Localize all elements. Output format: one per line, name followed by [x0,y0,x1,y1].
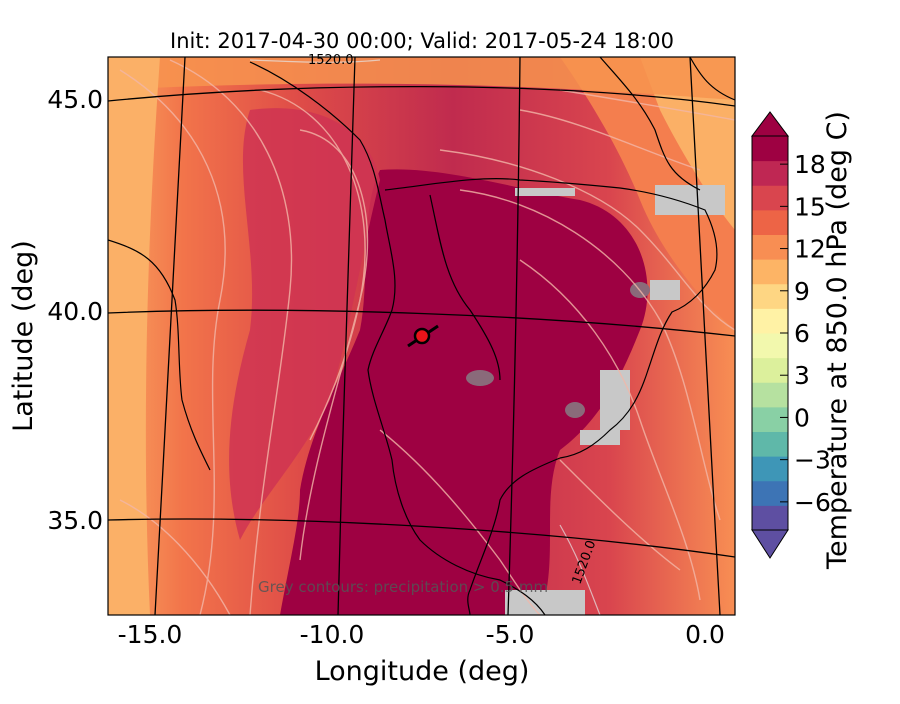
x-axis: -15.0 -10.0 -5.0 0.0 [118,620,725,649]
location-marker [407,324,439,348]
contour-label-top: 1520.0 [308,53,354,68]
map-area [108,57,735,615]
y-tick-label: 40.0 [47,297,103,326]
x-tick-label: -5.0 [486,620,535,649]
coastlines-and-borders [108,57,735,615]
colorbar-tick-label: 3 [794,361,810,390]
y-axis-label: Latitude (deg) [8,240,39,432]
colorbar-band [752,234,788,260]
x-tick-label: 0.0 [685,620,725,649]
colorbar-tick-label: −6 [794,488,831,517]
colorbar-ticks: 18 15 12 9 6 3 0 −3 −6 [780,150,831,517]
y-tick-label: 35.0 [47,506,103,535]
colorbar-band [752,308,788,334]
colorbar-tick-label: 15 [794,192,826,221]
x-tick-label: -10.0 [300,620,365,649]
interior-region [229,108,380,540]
colorbar-tick-label: 9 [794,277,810,306]
colorbar-band [752,209,788,235]
colorbar-band [752,456,788,482]
geopotential-contours [249,59,601,615]
precipitation-patches [466,185,725,615]
colorbar-tick-label: 0 [794,403,810,432]
colorbar-band [752,283,788,309]
colorbar-bands [752,136,788,531]
y-tick-label: 45.0 [47,85,103,114]
x-axis-label: Longitude (deg) [315,656,530,687]
colorbar-band [752,259,788,285]
colorbar-tick-label: 6 [794,319,810,348]
colorbar: 18 15 12 9 6 3 0 −3 −6 Temperature at 850.0 hPa … [751,111,853,570]
map-title: Init: 2017-04-30 00:00; Valid: 2017-05-2… [170,29,674,53]
precipitation-note: Grey contours: precipitation > 0.5 mm [258,578,548,596]
colorbar-extend-top [751,111,789,137]
colorbar-tick-label: 12 [794,235,826,264]
colorbar-band [752,406,788,432]
colorbar-tick-label: −3 [794,446,831,475]
colorbar-band [752,136,788,162]
colorbar-band [752,505,788,531]
colorbar-label: Temperature at 850.0 hPa (deg C) [822,111,853,570]
northern-strip [108,57,735,100]
colorbar-band [752,431,788,457]
map-frame [107,56,736,616]
colorbar-band [752,160,788,186]
colorbar-extend-bottom [751,529,789,559]
colorbar-band [752,357,788,383]
colorbar-tick-label: 18 [794,150,826,179]
graticule [108,57,735,615]
hot-core-region [280,169,648,615]
colorbar-band [752,333,788,359]
x-tick-label: -15.0 [118,620,183,649]
colorbar-band [752,382,788,408]
y-axis: 45.0 40.0 35.0 [47,85,103,535]
western-strip [108,57,160,615]
